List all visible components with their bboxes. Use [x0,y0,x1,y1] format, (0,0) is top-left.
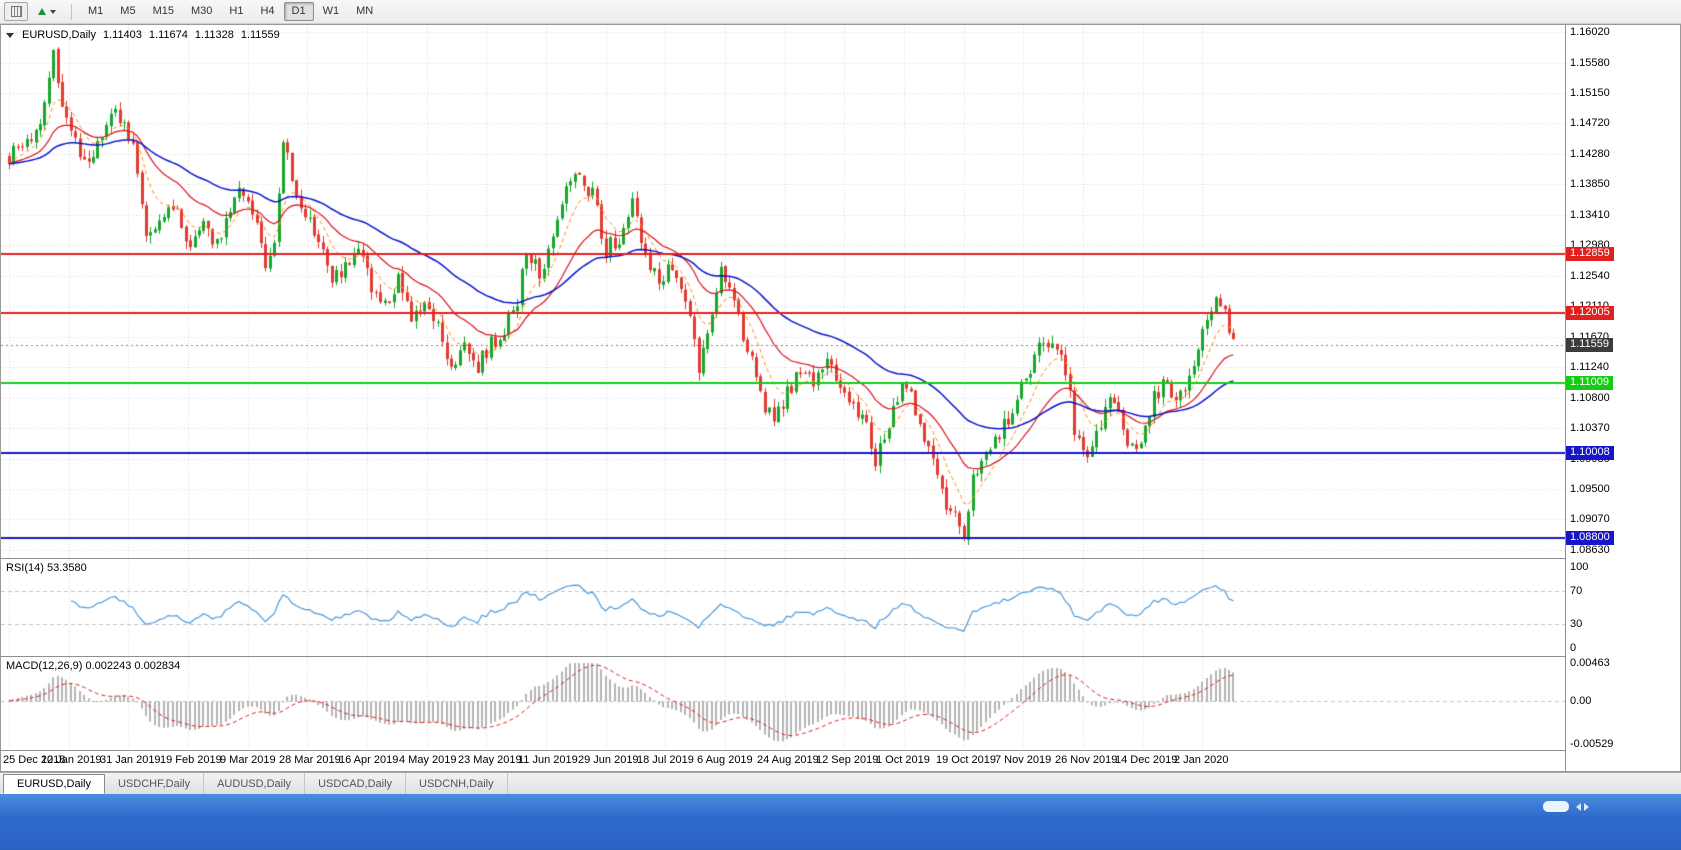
macd-indicator-canvas[interactable] [1,657,1565,750]
arrow-left-icon [1576,802,1581,811]
price-tick-label: 1.10800 [1570,392,1610,404]
toolbar: M1 M5 M15 M30 H1 H4 D1 W1 MN [0,0,1681,24]
green-arrow-icon [38,8,46,15]
timeframe-m5[interactable]: M5 [112,2,143,21]
bottom-bar [0,794,1681,850]
date-label: 25 Dec 2018 [3,754,66,766]
ohlc-open: 1.11403 [102,29,142,41]
chart-symbol-label: EURUSD,Daily [22,29,96,41]
date-label: 12 Jan 2019 [41,754,102,766]
date-label: 24 Aug 2019 [757,754,819,766]
date-label: 2 Jan 2020 [1174,754,1229,766]
date-label: 9 Mar 2019 [220,754,276,766]
timeframe-buttons: M1 M5 M15 M30 H1 H4 D1 W1 MN [80,2,381,21]
chevron-down-icon [50,9,56,14]
tab-usdcad[interactable]: USDCAD,Daily [305,773,407,794]
tab-eurusd[interactable]: EURUSD,Daily [3,774,105,794]
hline-price-badge: 1.12859 [1566,247,1614,261]
ohlc-close: 1.11559 [240,29,280,41]
date-label: 31 Jan 2019 [100,754,161,766]
date-label: 16 Apr 2019 [339,754,399,766]
panel-separator[interactable] [1,656,1680,657]
price-tick-label: 1.14720 [1570,117,1610,129]
timeframe-mn[interactable]: MN [348,2,381,21]
hline-price-badge: 1.11009 [1566,376,1613,390]
date-label: 1 Oct 2019 [876,754,930,766]
macd-scale-label: 0.00463 [1570,657,1610,669]
date-label: 19 Oct 2019 [936,754,996,766]
price-tick-label: 1.09070 [1570,513,1610,525]
price-tick-label: 1.15150 [1570,87,1610,99]
date-axis[interactable]: 25 Dec 2018 12 Jan 2019 31 Jan 2019 19 Feb … [1,751,1565,771]
date-label: 19 Feb 2019 [160,754,222,766]
date-label: 6 Aug 2019 [697,754,753,766]
timeframe-m15[interactable]: M15 [145,2,182,21]
rsi-label: RSI(14) 53.3580 [6,562,87,574]
current-price-badge: 1.11559 [1566,338,1613,352]
rsi-scale-label: 30 [1570,618,1583,630]
ohlc-high: 1.11674 [148,29,188,41]
date-label: 23 May 2019 [458,754,522,766]
tab-usdcnh[interactable]: USDCNH,Daily [406,773,508,794]
rsi-indicator-canvas[interactable] [1,559,1565,656]
tab-usdchf[interactable]: USDCHF,Daily [105,773,205,794]
panel-separator[interactable] [1,558,1680,559]
date-label: 29 Jun 2019 [578,754,639,766]
ohlc-low: 1.11328 [194,29,234,41]
chart-tabs-bar: EURUSD,Daily USDCHF,Daily AUDUSD,Daily USDC… [0,772,1681,794]
date-label: 11 Jun 2019 [518,754,578,766]
bottom-scroll-thumb[interactable] [1543,801,1569,812]
rsi-scale-label: 70 [1570,585,1583,597]
date-label: 14 Dec 2019 [1115,754,1178,766]
price-tick-label: 1.14280 [1570,148,1610,160]
timeframe-m1[interactable]: M1 [80,2,111,21]
timeframe-m30[interactable]: M30 [183,2,220,21]
arrow-right-icon [1584,802,1589,811]
chart-title: EURUSD,Daily 1.11403 1.11674 1.11328 1.1… [6,29,280,41]
date-label: 4 May 2019 [399,754,457,766]
timeframe-h4[interactable]: H4 [252,2,282,21]
chart-window: EURUSD,Daily 1.11403 1.11674 1.11328 1.1… [0,24,1681,772]
macd-scale-label: -0.00529 [1570,738,1614,750]
price-tick-label: 1.13410 [1570,209,1610,221]
chart-window-icon[interactable] [4,2,28,21]
price-tick-label: 1.09500 [1570,483,1610,495]
price-tick-label: 1.16020 [1570,26,1610,38]
timeframe-h1[interactable]: H1 [221,2,251,21]
price-chart-canvas[interactable] [1,25,1565,558]
price-tick-label: 1.10370 [1570,422,1610,434]
cycle-symbols-icon[interactable] [31,2,63,21]
price-tick-label: 1.13850 [1570,178,1610,190]
toolbar-separator [71,3,72,20]
mini-chart-glyph [10,6,22,17]
date-label: 26 Nov 2019 [1055,754,1118,766]
date-label: 7 Nov 2019 [995,754,1052,766]
bottom-scroll-arrows[interactable] [1576,801,1589,812]
date-label: 28 Mar 2019 [279,754,341,766]
price-tick-label: 1.11240 [1570,361,1609,373]
price-tick-label: 1.12540 [1570,270,1610,282]
timeframe-w1[interactable]: W1 [315,2,348,21]
macd-label: MACD(12,26,9) 0.002243 0.002834 [6,660,181,672]
price-tick-label: 1.15580 [1570,57,1610,69]
collapse-arrow-icon[interactable] [6,32,14,38]
panel-separator [1,750,1680,751]
rsi-scale-label: 100 [1570,561,1589,573]
hline-price-badge: 1.10008 [1566,446,1614,460]
price-tick-label: 1.08630 [1570,544,1610,556]
timeframe-d1[interactable]: D1 [283,2,314,21]
date-label: 18 Jul 2019 [637,754,694,766]
tab-audusd[interactable]: AUDUSD,Daily [204,773,306,794]
date-label: 12 Sep 2019 [816,754,879,766]
hline-price-badge: 1.08800 [1566,531,1614,545]
rsi-scale-label: 0 [1570,642,1577,654]
price-scale[interactable]: 1.16020 1.15580 1.15150 1.14720 1.14280 1.138… [1565,25,1680,771]
hline-price-badge: 1.12005 [1566,306,1614,320]
macd-scale-label: 0.00 [1570,695,1592,707]
